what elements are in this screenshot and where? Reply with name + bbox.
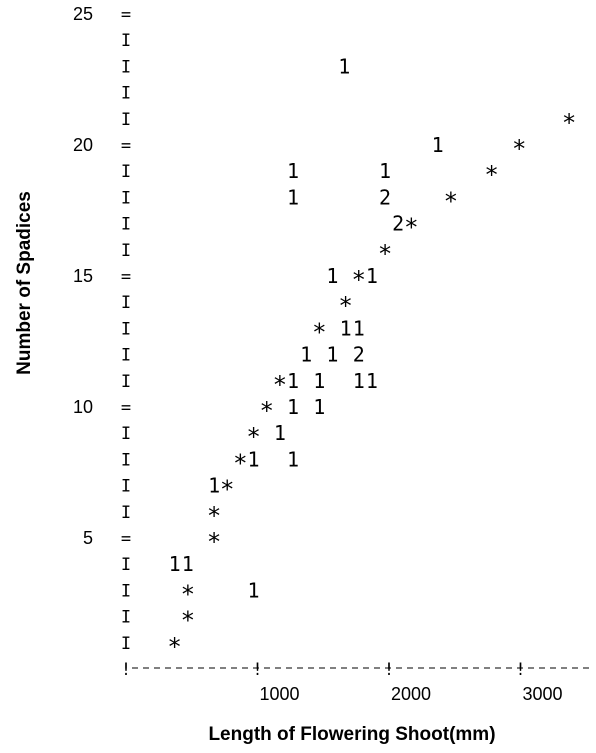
y-axis-tick-major: =: [121, 267, 131, 287]
data-point-count: 1: [366, 369, 378, 393]
x-tick-label: 3000: [522, 684, 562, 704]
y-axis-tick: I: [121, 372, 131, 392]
y-axis-tick: I: [121, 450, 131, 470]
data-point-star: *: [259, 397, 273, 425]
data-point-star: *: [207, 502, 221, 530]
y-axis-tick-major: =: [121, 529, 131, 549]
data-point-count: 1: [248, 447, 260, 471]
data-point-star: *: [246, 423, 260, 451]
y-axis-tick-major: =: [121, 398, 131, 418]
data-point-star: *: [220, 476, 234, 504]
data-point-count: 1: [287, 185, 299, 209]
x-axis-tick: !: [252, 660, 262, 680]
data-point-star: *: [562, 109, 576, 137]
y-tick-labels: 5 10 15 20 25: [73, 4, 93, 548]
y-axis-tick-major: =: [121, 136, 131, 156]
data-point-count: 1: [379, 159, 391, 183]
data-point-count: 1: [169, 552, 181, 576]
y-axis-tick: I: [121, 555, 131, 575]
data-point-count: 1: [326, 264, 338, 288]
data-point-star: *: [444, 187, 458, 215]
data-point-count: 1: [287, 159, 299, 183]
y-axis-tick: I: [121, 241, 131, 261]
x-tick-labels: 1000 2000 3000: [259, 684, 562, 704]
data-point-star: *: [312, 318, 326, 346]
data-point-count: 1: [340, 316, 352, 340]
y-tick-label: 20: [73, 135, 93, 155]
y-axis-tick: I: [121, 581, 131, 601]
y-axis-tick: I: [121, 424, 131, 444]
data-point-count: 1: [432, 133, 444, 157]
y-axis-tick: I: [121, 84, 131, 104]
data-point-count: 1: [182, 552, 194, 576]
data-point-star: *: [181, 607, 195, 635]
data-point-star: *: [273, 371, 287, 399]
x-axis-label: Length of Flowering Shoot(mm): [208, 724, 495, 745]
data-point-count: 1: [366, 264, 378, 288]
x-tick-label: 2000: [391, 684, 431, 704]
y-axis-tick: I: [121, 503, 131, 523]
data-point-star: *: [338, 292, 352, 320]
data-point-count: 1: [248, 578, 260, 602]
data-point-count: 1: [353, 316, 365, 340]
data-point-star: *: [233, 449, 247, 477]
y-axis-tick: I: [121, 346, 131, 366]
y-axis-tick: I: [121, 57, 131, 77]
data-point-star: *: [181, 580, 195, 608]
y-axis-tick: I: [121, 162, 131, 182]
data-point-count: 1: [353, 369, 365, 393]
y-axis-tick: I: [121, 293, 131, 313]
y-axis-tick: I: [121, 215, 131, 235]
data-point-star: *: [207, 528, 221, 556]
data-point-star: *: [352, 266, 366, 294]
data-point-star: *: [404, 214, 418, 242]
data-point-count: 1: [326, 343, 338, 367]
data-point-count: 2: [353, 343, 365, 367]
data-point-count: 1: [313, 395, 325, 419]
data-point-star: *: [512, 135, 526, 163]
y-axis-tick-major: =: [121, 5, 131, 25]
y-axis-tick: I: [121, 188, 131, 208]
x-axis-tick: !: [515, 660, 525, 680]
y-axis-tick: I: [121, 634, 131, 654]
data-point-count: 2: [392, 212, 404, 236]
data-point-count: 1: [338, 54, 350, 78]
data-point-count: 1: [287, 369, 299, 393]
x-axis: !!!: [132, 660, 590, 680]
data-point-count: 1: [287, 395, 299, 419]
data-point-star: *: [378, 240, 392, 268]
y-axis-tick: I: [121, 31, 131, 51]
data-point-count: 2: [379, 185, 391, 209]
y-axis-origin-tick: !: [121, 660, 131, 680]
data-point-count: 1: [208, 474, 220, 498]
y-axis-tick: I: [121, 319, 131, 339]
data-point-star: *: [167, 633, 181, 661]
y-tick-label: 25: [73, 4, 93, 24]
y-tick-label: 10: [73, 397, 93, 417]
y-tick-label: 5: [83, 528, 93, 548]
y-axis-tick: I: [121, 608, 131, 628]
y-axis-tick: I: [121, 110, 131, 130]
data-point-star: *: [484, 161, 498, 189]
data-point-count: 1: [287, 447, 299, 471]
data-point-count: 1: [313, 369, 325, 393]
y-axis-tick: I: [121, 477, 131, 497]
data-point-count: 1: [274, 421, 286, 445]
x-tick-label: 1000: [259, 684, 299, 704]
data-point-count: 1: [300, 343, 312, 367]
data-points: 1*1 *1 1 *1 2 *2 **1 * 1** 1 11 1 2* 1 1 1 1* 1 1* 1* 1 11 ***…: [167, 54, 576, 660]
x-axis-tick: !: [384, 660, 394, 680]
y-axis-label: Number of Spadices: [14, 191, 35, 375]
y-tick-label: 15: [73, 266, 93, 286]
